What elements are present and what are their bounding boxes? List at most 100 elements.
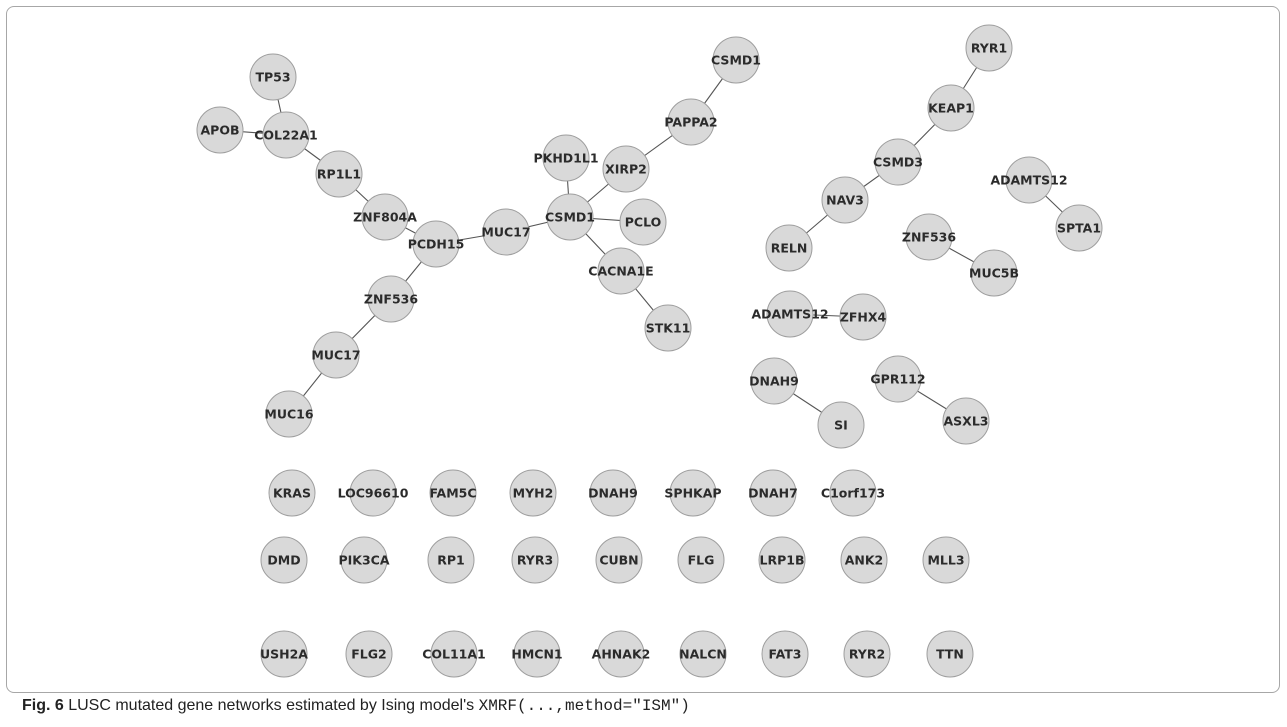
- node-label: SPHKAP: [664, 486, 721, 501]
- gene-node-fam5c: FAM5C: [429, 469, 477, 517]
- node-label: RELN: [771, 241, 808, 256]
- node-label: COL11A1: [422, 647, 486, 662]
- gene-node-ryr2: RYR2: [843, 630, 891, 678]
- node-circle: [513, 630, 561, 678]
- gene-node-dnah9-b: DNAH9: [588, 469, 638, 517]
- node-label: COL22A1: [254, 128, 318, 143]
- node-circle: [679, 630, 727, 678]
- node-label: RYR3: [517, 553, 553, 568]
- node-circle: [260, 536, 308, 584]
- node-label: CSMD1: [545, 210, 595, 225]
- gene-node-si: SI: [817, 401, 865, 449]
- gene-node-csmd1-b: CSMD1: [711, 36, 761, 84]
- figure-label: Fig. 6: [22, 697, 64, 714]
- node-circle: [1055, 204, 1103, 252]
- node-label: ZNF536: [364, 292, 418, 307]
- node-label: RP1: [437, 553, 464, 568]
- gene-node-hmcn1: HMCN1: [511, 630, 563, 678]
- node-circle: [412, 220, 460, 268]
- node-circle: [312, 331, 360, 379]
- node-label: TTN: [936, 647, 964, 662]
- node-label: ANK2: [845, 553, 884, 568]
- node-circle: [597, 247, 645, 295]
- network-nodes: TP53 APOB COL22A1 RP1L1 ZNF804A PCDH15 ZNF536 M…: [196, 24, 1103, 678]
- caption-text: LUSC mutated gene networks estimated by …: [63, 697, 479, 714]
- node-label: ADAMTS12: [751, 307, 828, 322]
- gene-node-rp1l1: RP1L1: [315, 150, 363, 198]
- node-label: ZNF536: [902, 230, 956, 245]
- gene-node-muc17-a: MUC17: [311, 331, 361, 379]
- gene-node-nav3: NAV3: [821, 176, 869, 224]
- node-circle: [829, 469, 877, 517]
- node-circle: [265, 390, 313, 438]
- node-circle: [965, 24, 1013, 72]
- gene-network-graph: TP53 APOB COL22A1 RP1L1 ZNF804A PCDH15 ZNF536 M…: [196, 24, 1103, 678]
- node-label: RP1L1: [317, 167, 361, 182]
- gene-node-cacna1e: CACNA1E: [588, 247, 654, 295]
- node-circle: [367, 275, 415, 323]
- node-label: LOC96610: [338, 486, 409, 501]
- gene-node-csmd3: CSMD3: [873, 138, 923, 186]
- node-circle: [509, 469, 557, 517]
- node-label: ASXL3: [944, 414, 989, 429]
- gene-node-muc17-b: MUC17: [481, 208, 531, 256]
- node-circle: [644, 304, 692, 352]
- node-circle: [839, 293, 887, 341]
- node-label: RYR1: [971, 41, 1007, 56]
- gene-node-fat3: FAT3: [761, 630, 809, 678]
- gene-node-pcdh15: PCDH15: [408, 220, 465, 268]
- gene-node-dmd: DMD: [260, 536, 308, 584]
- node-label: KEAP1: [928, 101, 974, 116]
- node-label: MLL3: [927, 553, 964, 568]
- node-label: FAT3: [768, 647, 801, 662]
- node-label: LRP1B: [760, 553, 805, 568]
- gene-node-lrp1b: LRP1B: [758, 536, 806, 584]
- gene-node-stk11: STK11: [644, 304, 692, 352]
- node-circle: [765, 224, 813, 272]
- node-label: CSMD3: [873, 155, 923, 170]
- node-label: SI: [834, 418, 848, 433]
- node-circle: [597, 630, 645, 678]
- node-label: ZNF804A: [353, 210, 417, 225]
- node-label: NALCN: [679, 647, 727, 662]
- node-label: APOB: [201, 123, 240, 138]
- node-circle: [874, 355, 922, 403]
- node-circle: [1005, 156, 1053, 204]
- gene-node-xirp2: XIRP2: [602, 145, 650, 193]
- gene-node-ryr3: RYR3: [511, 536, 559, 584]
- node-circle: [927, 84, 975, 132]
- node-label: CACNA1E: [588, 264, 653, 279]
- node-circle: [268, 469, 316, 517]
- node-label: MUC16: [264, 407, 313, 422]
- node-label: KRAS: [273, 486, 311, 501]
- gene-node-asxl3: ASXL3: [942, 397, 990, 445]
- node-circle: [843, 630, 891, 678]
- node-circle: [926, 630, 974, 678]
- gene-node-pappa2: PAPPA2: [664, 98, 718, 146]
- node-circle: [427, 536, 475, 584]
- node-circle: [667, 98, 715, 146]
- gene-node-muc5b: MUC5B: [969, 249, 1019, 297]
- gene-node-ryr1: RYR1: [965, 24, 1013, 72]
- gene-node-ank2: ANK2: [840, 536, 888, 584]
- node-circle: [482, 208, 530, 256]
- node-circle: [766, 290, 814, 338]
- gene-node-kras: KRAS: [268, 469, 316, 517]
- gene-node-dnah9-a: DNAH9: [749, 357, 799, 405]
- gene-node-c1orf173: C1orf173: [821, 469, 885, 517]
- node-circle: [750, 357, 798, 405]
- node-circle: [260, 630, 308, 678]
- node-label: MYH2: [513, 486, 554, 501]
- node-label: PCDH15: [408, 237, 465, 252]
- gene-node-reln: RELN: [765, 224, 813, 272]
- node-circle: [619, 198, 667, 246]
- node-circle: [749, 469, 797, 517]
- node-circle: [430, 630, 478, 678]
- gene-node-nalcn: NALCN: [679, 630, 727, 678]
- gene-node-csmd1-a: CSMD1: [545, 193, 595, 241]
- gene-node-loc96610: LOC96610: [338, 469, 409, 517]
- node-circle: [429, 469, 477, 517]
- node-label: PCLO: [625, 215, 661, 230]
- gene-node-adamts12-b: ADAMTS12: [751, 290, 829, 338]
- node-label: NAV3: [826, 193, 864, 208]
